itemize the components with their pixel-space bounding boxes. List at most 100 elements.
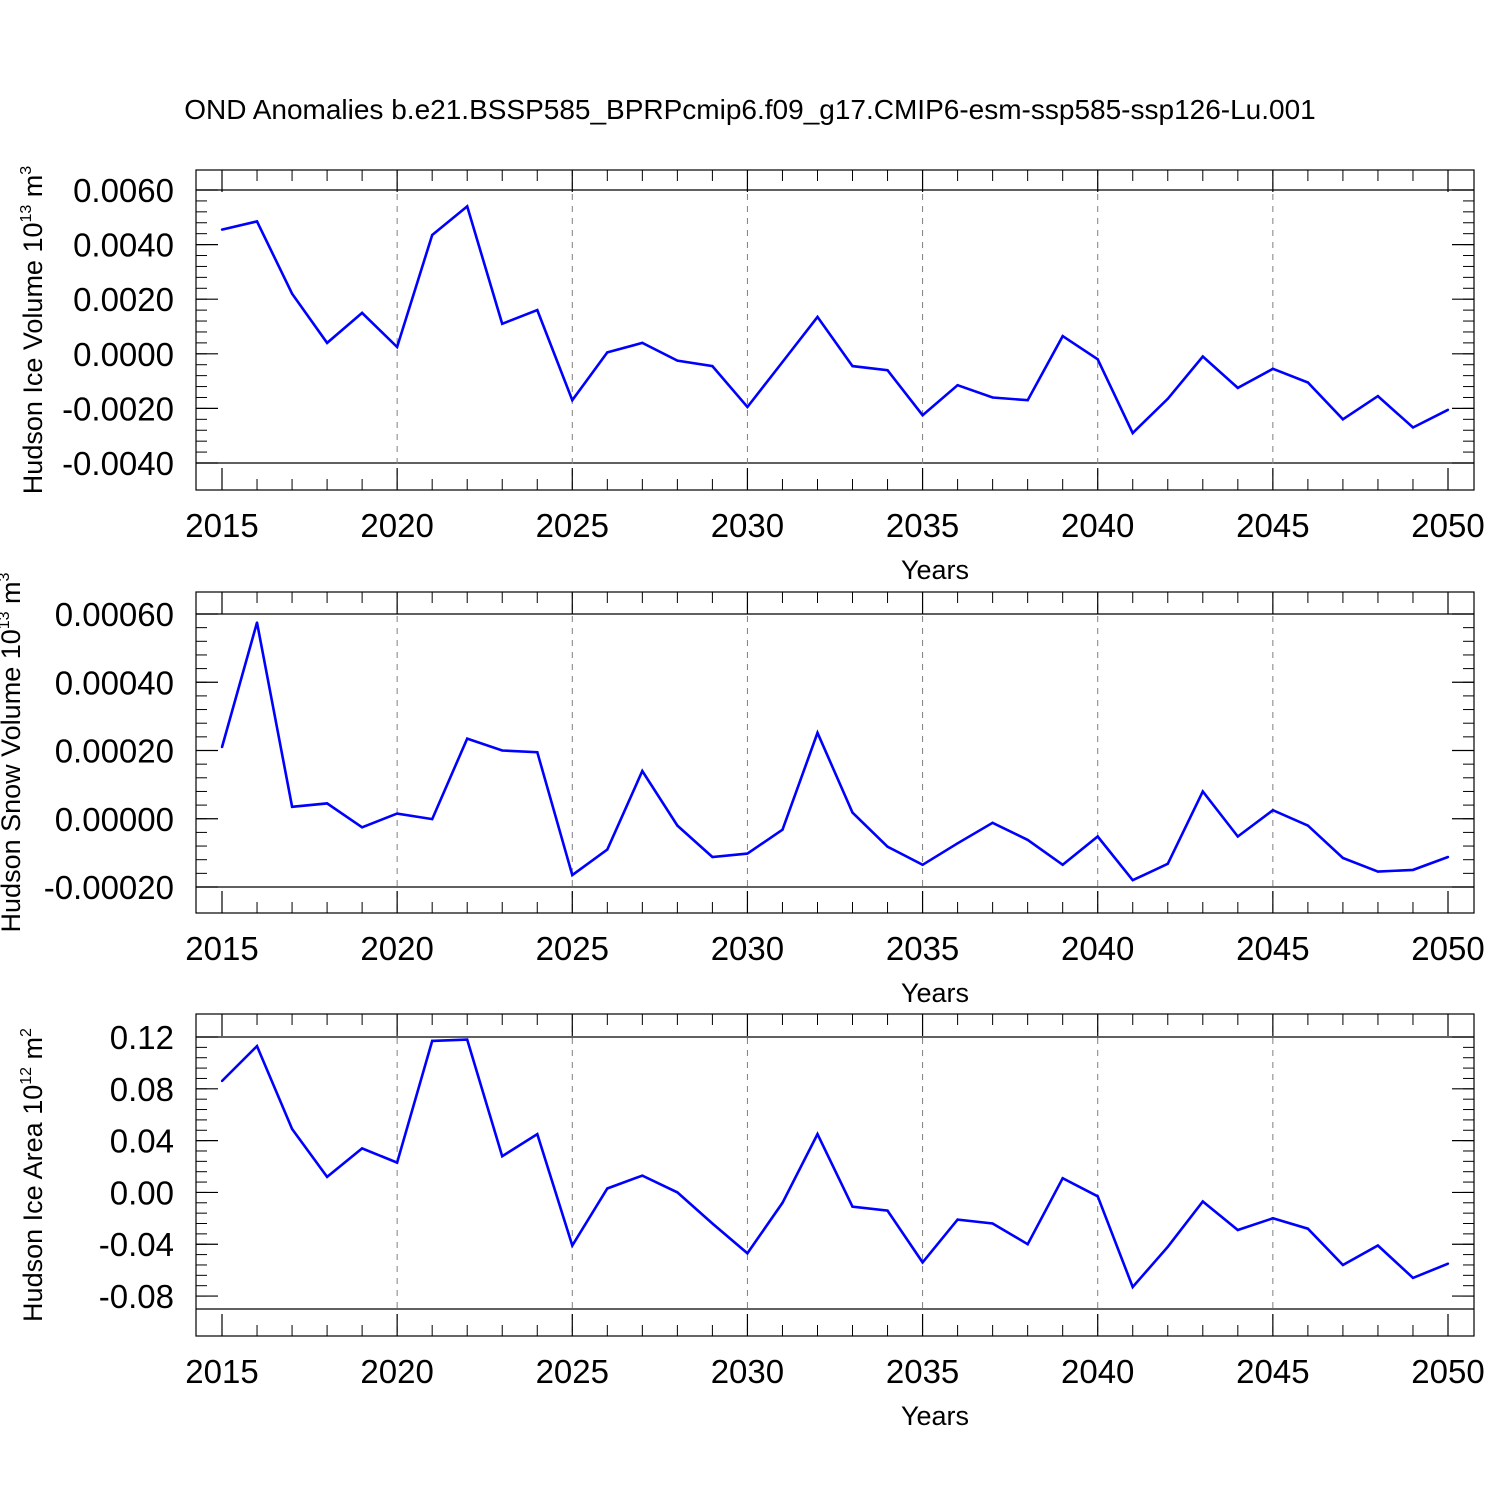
panel-ice-area: 2015 2020 2025 2030 2035 2040 2045 2050 0.12 0.08… — [18, 1013, 1485, 1431]
y-tick-label: 0.12 — [110, 1019, 174, 1056]
data-point — [325, 341, 329, 345]
x-tick-label: 2025 — [536, 507, 609, 544]
data-point — [1446, 1262, 1450, 1265]
x-tick-label: 2050 — [1411, 1353, 1484, 1390]
data-point — [921, 1261, 924, 1264]
y-tick-label: 0.08 — [110, 1071, 174, 1108]
y-tick-label: 0.0000 — [73, 336, 174, 373]
x-tick-label: 2050 — [1411, 930, 1484, 967]
x-tick-label: 2050 — [1411, 507, 1484, 544]
data-point — [1376, 1244, 1380, 1247]
data-point — [1341, 1263, 1345, 1267]
data-point — [676, 824, 679, 827]
plot-frame — [195, 169, 1475, 491]
data-point — [1306, 824, 1310, 827]
data-point — [395, 1161, 399, 1164]
data-point — [466, 737, 469, 740]
data-point — [1096, 358, 1099, 361]
data-point — [921, 414, 924, 417]
x-tick-label: 2030 — [711, 1353, 784, 1390]
x-tick-label: 2025 — [536, 930, 609, 967]
y-tick-label: -0.0040 — [62, 445, 174, 482]
x-tick-label: 2045 — [1236, 1353, 1309, 1390]
data-point — [571, 1244, 574, 1247]
x-tick-label: 2040 — [1061, 507, 1134, 544]
panels: 2015 2020 2025 2030 2035 2040 2045 2050 0.0060 0.… — [0, 166, 1485, 1431]
data-point — [886, 845, 889, 848]
data-point — [290, 292, 294, 295]
y-tick-label: -0.00020 — [44, 869, 174, 906]
y-axis-title: Hudson Snow Volume 1013 m3 — [0, 572, 26, 932]
figure-title: OND Anomalies b.e21.BSSP585_BPRPcmip6.f0… — [184, 94, 1316, 125]
y-tick-label: 0.00040 — [55, 664, 174, 701]
data-point — [956, 842, 959, 845]
panel-snow-volume: 2015 2020 2025 2030 2035 2040 2045 2050 0.00060 0… — [0, 572, 1485, 1008]
data-point — [781, 360, 784, 364]
x-tick-label: 2015 — [185, 930, 258, 967]
data-point — [1376, 394, 1380, 398]
data-point — [1166, 397, 1169, 401]
data-point — [466, 1038, 469, 1041]
data-point — [1236, 1228, 1240, 1232]
data-point — [1236, 386, 1240, 390]
x-tick-label: 2015 — [185, 1353, 258, 1390]
x-tick-label: 2040 — [1061, 930, 1134, 967]
data-point — [676, 359, 679, 362]
data-point — [606, 848, 609, 851]
data-point — [1061, 334, 1064, 338]
data-point — [255, 1044, 259, 1048]
x-tick-label: 2025 — [536, 1353, 609, 1390]
data-point — [746, 852, 749, 855]
data-point — [1061, 863, 1064, 867]
data-point — [1446, 408, 1450, 411]
data-point — [1236, 835, 1240, 838]
y-tick-label: 0.00060 — [55, 596, 174, 633]
data-point — [536, 1132, 539, 1136]
data-point — [851, 1205, 854, 1208]
data-point — [746, 1252, 749, 1255]
data-point — [1026, 838, 1029, 842]
data-point — [606, 351, 609, 354]
x-tick-label: 2035 — [886, 1353, 959, 1390]
data-point — [1411, 426, 1415, 429]
data-point — [430, 817, 434, 821]
x-axis-title: Years — [901, 978, 969, 1008]
series-line-ice-area — [221, 1038, 1449, 1290]
y-tick-label: 0.00000 — [55, 801, 174, 838]
x-tick-label: 2020 — [360, 507, 433, 544]
data-point — [466, 205, 469, 208]
y-tick-label: 0.00 — [110, 1174, 174, 1211]
x-tick-label: 2030 — [711, 507, 784, 544]
data-point — [1131, 1285, 1134, 1289]
data-point — [1061, 1176, 1064, 1180]
panel-ice-volume: 2015 2020 2025 2030 2035 2040 2045 2050 0.0060 0.… — [18, 166, 1485, 585]
data-point — [1201, 790, 1205, 793]
plot-frame — [195, 1013, 1475, 1337]
x-axis-title: Years — [901, 555, 969, 585]
plot-frame — [195, 591, 1475, 914]
y-tick-label: -0.0020 — [62, 390, 174, 427]
data-point — [1201, 355, 1205, 358]
data-point — [571, 399, 574, 402]
data-point — [1026, 399, 1029, 402]
data-point — [921, 863, 924, 867]
data-point — [1306, 381, 1310, 384]
data-point — [886, 1209, 889, 1212]
data-point — [746, 405, 749, 409]
data-point — [1446, 855, 1450, 859]
series-line-snow-volume — [220, 622, 1449, 882]
data-point — [991, 821, 994, 825]
data-point — [711, 1222, 714, 1225]
data-point — [360, 1147, 364, 1150]
data-point — [290, 1127, 294, 1131]
data-point — [641, 341, 644, 345]
data-point — [1026, 1243, 1029, 1246]
x-tick-label: 2040 — [1061, 1353, 1134, 1390]
data-point — [991, 1222, 994, 1225]
data-point — [501, 322, 504, 325]
data-point — [1271, 1217, 1275, 1220]
data-point — [816, 315, 819, 319]
y-tick-label: 0.0060 — [73, 172, 174, 209]
data-point — [1341, 856, 1345, 860]
